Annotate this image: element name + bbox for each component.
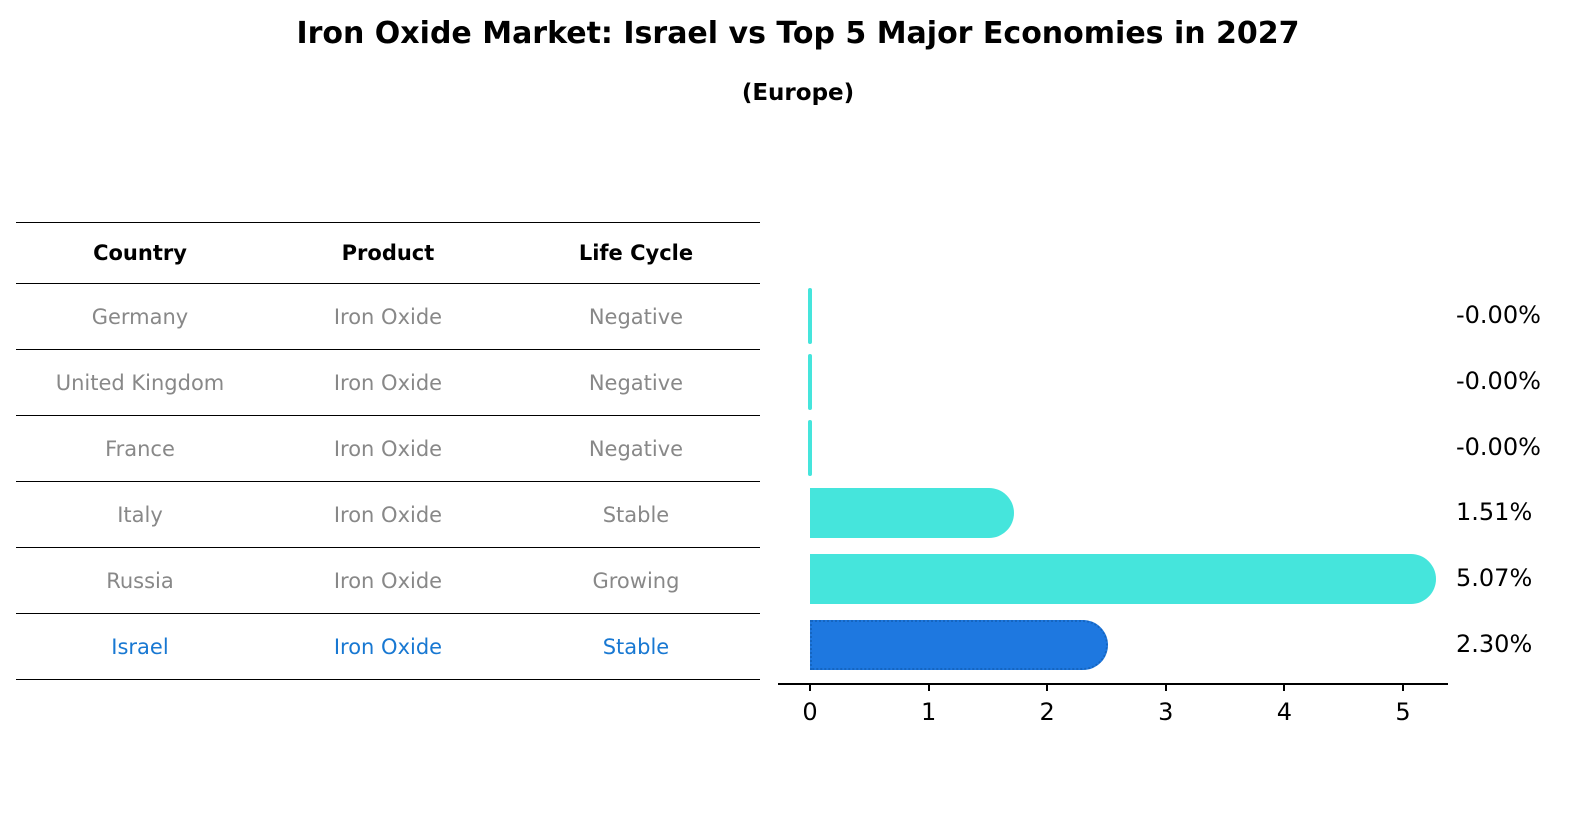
x-tick-mark [1402, 685, 1404, 691]
table-row: Italy Iron Oxide Stable [16, 482, 760, 548]
col-header-lifecycle: Life Cycle [578, 241, 694, 265]
cell-country: Israel [111, 634, 169, 659]
table-row: Russia Iron Oxide Growing [16, 548, 760, 614]
x-tick-label: 5 [1395, 698, 1411, 726]
cell-product: Iron Oxide [333, 502, 443, 527]
x-tick-mark [1283, 685, 1286, 691]
cell-product: Iron Oxide [333, 436, 443, 461]
cell-lifecycle: Stable [602, 502, 670, 527]
bar-value-label: 1.51% [1456, 498, 1533, 527]
x-tick-label: 2 [1039, 698, 1055, 726]
bar-russia [810, 554, 1437, 605]
x-tick-label: 3 [1158, 698, 1174, 726]
x-tick-label: 4 [1276, 698, 1293, 726]
data-table: Country Product Life Cycle Germany Iron O… [16, 222, 760, 680]
cell-country: United Kingdom [55, 370, 225, 395]
x-tick-mark [927, 685, 930, 691]
bar-israel [810, 620, 1108, 670]
cell-product: Iron Oxide [333, 568, 443, 593]
x-tick-label: 0 [802, 698, 818, 726]
x-tick-mark [1046, 685, 1049, 691]
cell-product: Iron Oxide [333, 370, 443, 395]
chart-subtitle: (Europe) [741, 80, 855, 106]
cell-product: Iron Oxide [333, 634, 443, 659]
bar-value-label: -0.00% [1456, 301, 1541, 329]
cell-lifecycle: Negative [588, 304, 684, 329]
cell-lifecycle: Growing [592, 568, 680, 593]
cell-country: Germany [91, 304, 189, 329]
x-axis-line [778, 683, 1448, 685]
x-tick-mark [809, 685, 811, 691]
table-row: Germany Iron Oxide Negative [16, 284, 760, 350]
x-tick-mark [1164, 685, 1167, 691]
table-row: Israel Iron Oxide Stable [16, 614, 760, 680]
bar-value-label: 2.30% [1456, 630, 1533, 658]
bar-united-kingdom [808, 353, 812, 410]
cell-lifecycle: Stable [602, 634, 670, 659]
table-header-row: Country Product Life Cycle [16, 223, 760, 284]
bar-value-label: -0.00% [1456, 432, 1541, 461]
cell-lifecycle: Negative [588, 370, 684, 395]
bar-value-label: 5.07% [1456, 564, 1533, 593]
chart-title: Iron Oxide Market: Israel vs Top 5 Major… [296, 16, 1300, 51]
bar-germany [808, 288, 812, 344]
cell-lifecycle: Negative [588, 436, 684, 461]
table-row: France Iron Oxide Negative [16, 416, 760, 482]
cell-country: Italy [117, 502, 163, 527]
x-tick-label: 1 [920, 698, 937, 726]
col-header-country: Country [93, 241, 187, 265]
bar-france [808, 419, 812, 476]
cell-product: Iron Oxide [333, 304, 443, 329]
cell-country: Russia [106, 568, 174, 593]
col-header-product: Product [341, 241, 435, 265]
table-row: United Kingdom Iron Oxide Negative [16, 350, 760, 416]
cell-country: France [105, 436, 175, 461]
bar-italy [810, 488, 1015, 539]
bar-value-label: -0.00% [1456, 366, 1541, 395]
table-rows: Germany Iron Oxide Negative United Kingdom I… [16, 284, 760, 680]
